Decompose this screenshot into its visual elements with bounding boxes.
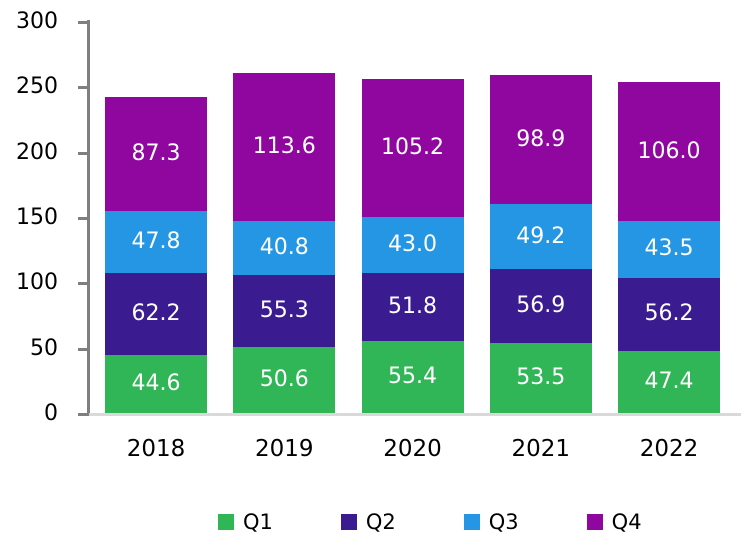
bar-value-label: 51.8 [388, 293, 437, 319]
bar-segment-2018-Q1: 44.6 [105, 354, 207, 413]
legend-label-Q4: Q4 [611, 510, 642, 534]
bar-segment-2022-Q1: 47.4 [618, 351, 720, 413]
bar-segment-2022-Q3: 43.5 [618, 220, 720, 278]
bar-segment-2019-Q2: 55.3 [233, 274, 336, 347]
bar-value-label: 56.9 [516, 292, 566, 318]
legend-label-Q3: Q3 [488, 510, 519, 534]
bar-value-label: 62.2 [131, 301, 181, 327]
bar-segment-2019-Q3: 40.8 [233, 221, 336, 275]
bar-value-label: 40.8 [259, 234, 309, 260]
bar-segment-2019-Q4: 113.6 [233, 72, 336, 222]
bar-2020: 55.4 51.8 43.0 105.2 [361, 79, 464, 413]
bar-value-label: 44.6 [131, 370, 181, 396]
bar-segment-2018-Q3: 47.8 [105, 211, 207, 274]
bar-value-label: 56.2 [644, 301, 694, 327]
legend-item-Q4: Q4 [586, 510, 642, 534]
bar-value-label: 105.2 [381, 135, 444, 161]
bar-value-label: 98.9 [516, 126, 566, 152]
x-category-label-2019: 2019 [254, 436, 314, 462]
bar-segment-2021-Q4: 98.9 [489, 75, 592, 205]
bar-2018: 44.6 62.2 47.8 87.3 [105, 96, 207, 413]
bar-2022: 47.4 56.2 43.5 106.0 [618, 82, 720, 413]
bar-value-label: 55.4 [388, 363, 437, 389]
bar-value-label: 53.5 [516, 365, 566, 391]
bar-segment-2018-Q2: 62.2 [105, 273, 207, 355]
bar-segment-2022-Q4: 106.0 [618, 82, 720, 221]
x-category-label-2018: 2018 [126, 436, 186, 462]
bar-segment-2021-Q3: 49.2 [489, 204, 592, 269]
bar-value-label: 43.5 [644, 236, 694, 262]
x-category-label-2020: 2020 [383, 436, 442, 462]
bar-value-label: 47.8 [131, 229, 181, 255]
bar-segment-2021-Q1: 53.5 [489, 343, 592, 413]
x-category-label-2022: 2022 [639, 436, 699, 462]
legend-swatch-Q1 [218, 514, 234, 530]
bar-segment-2018-Q4: 87.3 [105, 96, 207, 212]
bar-2021: 53.5 56.9 49.2 98.9 [489, 75, 592, 413]
legend-swatch-Q2 [340, 514, 357, 530]
legend-swatch-Q4 [586, 514, 603, 530]
y-tick-label: 100 [16, 270, 58, 296]
bar-value-label: 87.3 [131, 140, 181, 166]
y-tick-mark [78, 21, 89, 24]
y-tick-mark [78, 282, 89, 286]
legend-swatch-Q3 [463, 514, 480, 530]
bar-segment-2020-Q1: 55.4 [361, 340, 464, 413]
y-tick-label: 50 [30, 335, 58, 361]
bar-value-label: 49.2 [516, 223, 566, 249]
bar-segment-2020-Q2: 51.8 [361, 272, 464, 341]
bar-segment-2019-Q1: 50.6 [233, 346, 336, 413]
legend: Q1 Q2 Q3 Q4 [218, 510, 642, 534]
bar-value-label: 55.3 [259, 297, 309, 323]
bar-segment-2022-Q2: 56.2 [618, 277, 720, 352]
bar-value-label: 106.0 [637, 138, 701, 164]
bar-segment-2020-Q3: 43.0 [361, 216, 464, 273]
y-tick-label: 300 [16, 9, 58, 34]
y-tick-mark [78, 86, 89, 90]
y-tick-label: 0 [44, 401, 58, 426]
plot-area: 44.6 62.2 47.8 87.3 50.6 55.3 40.8 113.6 55.4 51.… [89, 22, 741, 414]
legend-label-Q1: Q1 [243, 510, 273, 534]
legend-item-Q2: Q2 [340, 510, 396, 534]
y-tick-label: 200 [16, 139, 58, 165]
y-tick-mark [78, 217, 89, 220]
y-tick-mark [78, 151, 89, 155]
bar-segment-2021-Q2: 56.9 [489, 268, 592, 344]
bar-value-label: 43.0 [388, 231, 437, 257]
bar-value-label: 113.6 [252, 134, 316, 160]
legend-item-Q3: Q3 [463, 510, 519, 534]
bar-value-label: 50.6 [259, 366, 309, 392]
y-tick-mark [78, 347, 89, 351]
y-tick-label: 150 [16, 205, 58, 230]
bar-2019: 50.6 55.3 40.8 113.6 [233, 72, 336, 413]
x-axis-line [87, 413, 741, 416]
legend-item-Q1: Q1 [218, 510, 273, 534]
y-tick-mark [78, 413, 89, 416]
legend-label-Q2: Q2 [365, 510, 396, 534]
x-category-label-2021: 2021 [511, 436, 571, 462]
y-tick-label: 250 [16, 74, 58, 100]
bar-value-label: 47.4 [644, 369, 694, 395]
bar-segment-2020-Q4: 105.2 [361, 79, 464, 217]
